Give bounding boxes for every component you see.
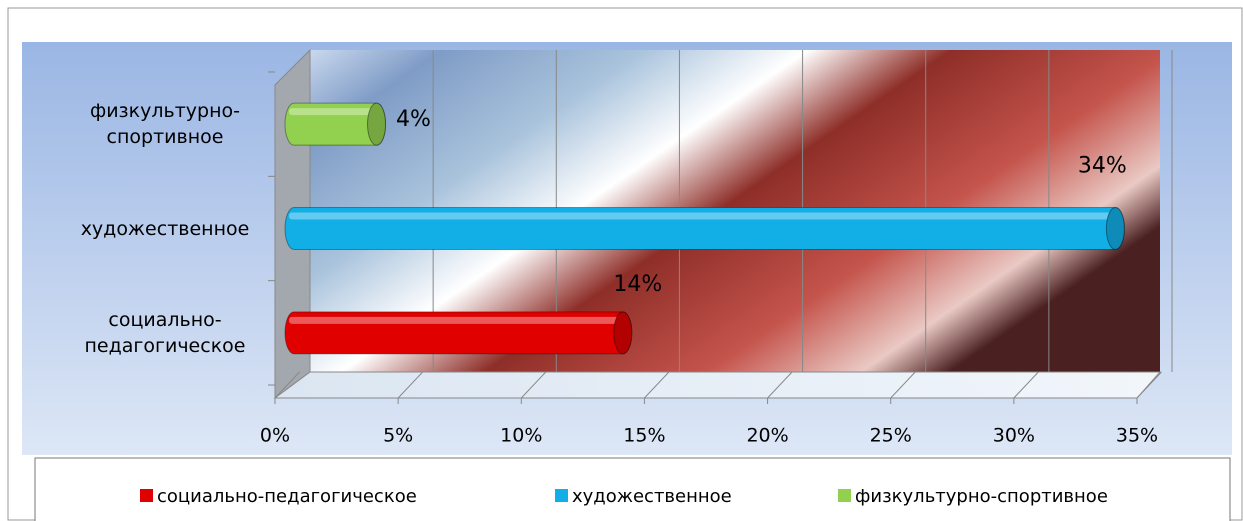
floor-grid-line [767,371,793,399]
x-tick-label: 15% [623,425,665,447]
y-tick-label: художественное [80,217,250,240]
legend-label: художественное [572,486,732,507]
x-tick-label: 10% [500,425,542,447]
y-tick-label: физкультурно-спортивное [89,100,241,149]
y-tick-label: социально-педагогическое [84,308,246,357]
bar-highlight [289,108,376,116]
floor-grid-line [1136,371,1162,399]
floor-grid-line [274,371,300,399]
legend-label: физкультурно-спортивное [855,486,1108,507]
bar-highlight [289,212,1115,220]
bar-end [367,102,387,146]
floor-grid-line [890,371,916,399]
data-label: 34% [1078,154,1127,179]
bar-end [613,311,633,355]
x-tick-label: 30% [993,425,1035,447]
bar-end [1105,207,1125,250]
x-tick-label: 35% [1116,425,1158,447]
legend-box [34,457,1231,521]
floor-grid-line [644,371,670,399]
legend-swatch [555,489,568,502]
data-label: 14% [613,272,662,297]
x-tick-label: 5% [383,425,413,447]
legend-swatch [838,489,851,502]
x-tick-label: 25% [870,425,912,447]
x-tick-label: 20% [746,425,788,447]
floor-grid-line [397,371,424,399]
floor [273,371,1162,399]
legend-label: социально-педагогическое [157,486,417,507]
floor-grid-line [520,371,547,399]
data-label: 4% [396,107,431,132]
floor-grid-line [1013,371,1039,399]
legend-swatch [140,489,153,502]
x-tick-label: 0% [260,425,290,447]
bar-highlight [289,316,622,324]
